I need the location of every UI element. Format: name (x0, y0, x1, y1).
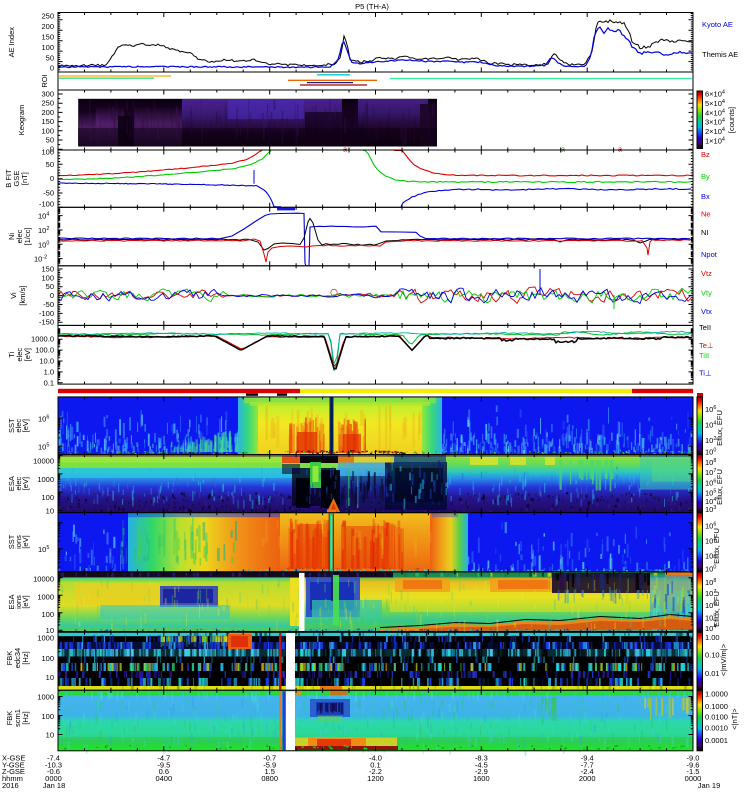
svg-text:edc34: edc34 (13, 648, 22, 668)
svg-text:[eV]: [eV] (21, 477, 30, 490)
svg-text:TeII: TeII (699, 323, 711, 332)
svg-text:a: a (561, 145, 566, 154)
svg-text:Themis AE: Themis AE (702, 50, 738, 59)
svg-text:ESA: ESA (7, 476, 16, 491)
svg-text:-100: -100 (39, 309, 54, 318)
svg-text:106: 106 (38, 415, 49, 424)
svg-text:[eV]: [eV] (23, 348, 32, 361)
svg-text:150: 150 (41, 32, 54, 41)
svg-text:[nT]: [nT] (20, 172, 29, 185)
svg-text:GSE: GSE (12, 171, 21, 187)
svg-text:[eV]: [eV] (21, 419, 30, 432)
svg-text:100: 100 (41, 148, 54, 157)
svg-text:TiII: TiII (699, 351, 709, 360)
svg-text:NI: NI (701, 228, 709, 237)
svg-text:-150: -150 (39, 318, 54, 327)
svg-text:Bz: Bz (701, 150, 710, 159)
svg-text:10.0: 10.0 (39, 357, 54, 366)
svg-text:P5 (TH-A): P5 (TH-A) (355, 2, 389, 11)
svg-text:105: 105 (38, 545, 49, 554)
svg-text:AE Index: AE Index (7, 27, 16, 58)
svg-text:ROI: ROI (40, 74, 49, 87)
svg-text:1000: 1000 (37, 475, 54, 484)
svg-text:10000: 10000 (33, 457, 54, 466)
svg-text:300: 300 (41, 90, 54, 99)
svg-text:Kyoto AE: Kyoto AE (702, 20, 733, 29)
svg-text:B FIT: B FIT (4, 169, 13, 188)
svg-text:1000: 1000 (37, 592, 54, 601)
svg-text:102: 102 (38, 226, 49, 235)
svg-text:ESA: ESA (7, 594, 16, 609)
svg-text:FBK: FBK (5, 651, 14, 666)
svg-text:50: 50 (46, 136, 54, 145)
svg-text:10: 10 (46, 507, 54, 516)
svg-text:104: 104 (38, 212, 49, 221)
svg-text:150: 150 (41, 265, 54, 274)
svg-text:a: a (618, 145, 623, 154)
svg-text:100: 100 (41, 610, 54, 619)
svg-text:ions: ions (14, 595, 23, 609)
svg-text:SST: SST (7, 534, 16, 549)
svg-text:150: 150 (41, 117, 54, 126)
svg-text:10: 10 (46, 673, 54, 682)
svg-text:Ni: Ni (7, 233, 16, 240)
svg-text:Ne: Ne (701, 210, 711, 219)
svg-text:-50: -50 (43, 300, 54, 309)
svg-text:10-2: 10-2 (34, 255, 47, 264)
svg-text:[km/s]: [km/s] (18, 286, 27, 306)
svg-text:Vtx: Vtx (701, 307, 712, 316)
svg-text:200: 200 (41, 108, 54, 117)
svg-text:100: 100 (38, 240, 49, 249)
svg-text:250: 250 (41, 12, 54, 21)
svg-text:Keogram: Keogram (17, 105, 26, 135)
svg-text:100: 100 (41, 43, 54, 52)
svg-text:elec: elec (14, 476, 23, 490)
svg-text:100: 100 (41, 126, 54, 135)
svg-text:elec: elec (15, 229, 24, 243)
svg-text:10000: 10000 (33, 574, 54, 583)
svg-text:[eV]: [eV] (21, 535, 30, 548)
svg-text:100: 100 (41, 273, 54, 282)
svg-text:Ti⊥: Ti⊥ (699, 369, 712, 378)
svg-text:Vtz: Vtz (701, 269, 712, 278)
svg-text:elec: elec (14, 419, 23, 433)
svg-text:ions: ions (14, 535, 23, 549)
svg-text:[1/cc]: [1/cc] (23, 228, 32, 246)
svg-text:Te⊥: Te⊥ (699, 341, 714, 350)
svg-text:0.1: 0.1 (44, 378, 54, 387)
svg-text:a: a (343, 145, 348, 154)
svg-text:-100: -100 (39, 200, 54, 209)
svg-text:10: 10 (46, 626, 54, 635)
svg-text:1000.0: 1000.0 (31, 335, 54, 344)
svg-text:Vi: Vi (9, 292, 18, 299)
svg-text:[eV]: [eV] (21, 595, 30, 608)
svg-text:250: 250 (41, 99, 54, 108)
svg-text:-50: -50 (43, 189, 54, 198)
svg-text:Bx: Bx (701, 192, 710, 201)
svg-text:0: 0 (50, 64, 54, 73)
svg-text:Vty: Vty (701, 289, 712, 298)
svg-text:0: 0 (50, 291, 54, 300)
svg-text:105: 105 (38, 442, 49, 451)
svg-text:200: 200 (41, 22, 54, 31)
svg-text:SST: SST (7, 418, 16, 433)
svg-text:100.0: 100.0 (35, 346, 54, 355)
svg-text:100: 100 (41, 493, 54, 502)
svg-text:50: 50 (46, 282, 54, 291)
svg-text:100: 100 (41, 654, 54, 663)
svg-text:1.0: 1.0 (44, 367, 54, 376)
svg-text:By: By (701, 172, 710, 181)
svg-text:Ti: Ti (7, 351, 16, 357)
svg-text:[Hz]: [Hz] (21, 651, 30, 664)
svg-text:50: 50 (46, 53, 54, 62)
svg-text:50: 50 (46, 160, 54, 169)
svg-text:Npot: Npot (701, 250, 718, 259)
svg-text:0: 0 (50, 145, 54, 154)
svg-text:1000: 1000 (37, 634, 54, 643)
svg-text:elec: elec (15, 348, 24, 362)
svg-text:0: 0 (50, 174, 54, 183)
